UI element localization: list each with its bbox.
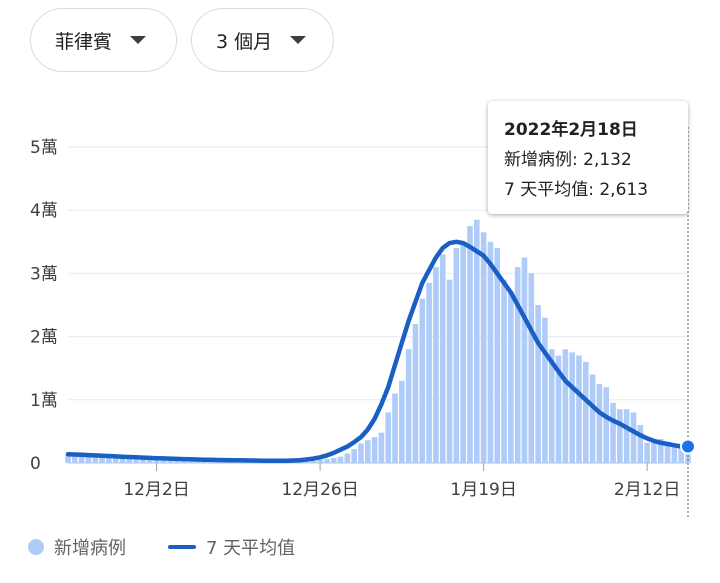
- bar: [119, 456, 126, 463]
- bar: [92, 456, 99, 463]
- bar: [528, 273, 535, 463]
- bar: [548, 349, 555, 463]
- bar: [433, 267, 439, 463]
- bar: [501, 279, 507, 463]
- x-tick-label: 12月26日: [281, 480, 358, 500]
- bar: [487, 241, 494, 463]
- x-tick-label: 2月12日: [614, 480, 680, 500]
- country-filter-label: 菲律賓: [55, 30, 113, 53]
- bar: [453, 248, 460, 463]
- bar: [392, 393, 398, 463]
- bar: [364, 440, 371, 463]
- x-tick-label: 12月2日: [123, 480, 189, 500]
- bar: [637, 425, 644, 463]
- bar: [555, 355, 562, 463]
- legend-average-swatch: [168, 545, 196, 549]
- bar: [583, 361, 589, 463]
- bar: [473, 219, 480, 463]
- bar: [78, 455, 85, 463]
- dropdown-caret-icon: [130, 36, 147, 44]
- bar: [657, 438, 664, 463]
- legend-cases-swatch: [28, 539, 44, 555]
- bar: [521, 257, 528, 463]
- bar: [535, 305, 541, 463]
- y-tick-label: 2萬: [30, 328, 58, 348]
- bar: [644, 442, 650, 463]
- bar: [344, 453, 351, 463]
- bar: [467, 226, 473, 463]
- selected-point: [680, 438, 696, 455]
- cases-chart[interactable]: 0 1萬 2萬 3萬 4萬 5萬 12月2日 12月26日 1月19日 2月12日: [0, 90, 720, 530]
- bar: [542, 317, 548, 463]
- bar: [106, 456, 112, 463]
- x-tick-label: 1月19日: [450, 480, 516, 500]
- average-line: [65, 239, 684, 463]
- bar: [371, 437, 378, 463]
- bar: [460, 241, 466, 463]
- y-tick-label: 4萬: [30, 201, 58, 221]
- dropdown-caret-icon: [290, 36, 307, 44]
- bar: [140, 457, 146, 463]
- bar: [126, 457, 133, 463]
- y-tick-label: 1萬: [30, 391, 58, 411]
- bar: [671, 445, 678, 463]
- bar: [399, 380, 405, 463]
- bar: [610, 402, 616, 463]
- bar: [146, 457, 153, 463]
- y-tick-label: 5萬: [30, 138, 58, 158]
- bar: [324, 459, 330, 463]
- bar: [596, 384, 603, 463]
- bar: [569, 352, 575, 463]
- range-filter-chip[interactable]: 3 個月: [191, 8, 334, 72]
- country-filter-chip[interactable]: 菲律賓: [30, 8, 177, 72]
- bar: [562, 349, 569, 463]
- bar: [678, 447, 684, 463]
- bar: [589, 374, 596, 463]
- bar: [480, 232, 487, 463]
- range-filter-label: 3 個月: [216, 30, 273, 53]
- tooltip-average: 7 天平均值: 2,613: [504, 180, 649, 200]
- bar: [112, 456, 119, 463]
- bar: [617, 409, 623, 463]
- bar: [664, 442, 671, 463]
- bar: [153, 458, 160, 463]
- bar: [494, 248, 501, 463]
- y-tick-label: 3萬: [30, 264, 58, 284]
- bar: [317, 459, 323, 463]
- bar: [508, 292, 514, 463]
- bar: [603, 387, 610, 463]
- chart-legend: 新增病例 7 天平均值: [28, 534, 295, 560]
- chart-tooltip: 2022年2月18日 新增病例: 2,132 7 天平均值: 2,613: [488, 101, 688, 214]
- legend-cases-label: 新增病例: [54, 538, 126, 559]
- bar: [439, 254, 446, 463]
- bar: [133, 457, 139, 463]
- bar: [358, 443, 364, 463]
- bar: [446, 279, 453, 463]
- tooltip-date: 2022年2月18日: [504, 120, 638, 140]
- bar: [160, 458, 167, 463]
- bar: [419, 298, 426, 463]
- bar: [378, 432, 385, 463]
- bar: [412, 323, 419, 463]
- bar: [576, 355, 582, 463]
- legend-average-label: 7 天平均值: [206, 538, 296, 559]
- bar: [72, 455, 78, 463]
- bar: [630, 412, 637, 463]
- bar: [385, 412, 392, 463]
- y-tick-label: 0: [30, 454, 41, 474]
- bar: [330, 457, 337, 463]
- bar: [623, 409, 630, 463]
- bar: [514, 267, 521, 463]
- bar: [426, 282, 432, 463]
- bar: [337, 456, 344, 463]
- bar: [405, 349, 412, 463]
- bar: [651, 440, 657, 463]
- bar: [351, 449, 357, 463]
- tooltip-cases: 新增病例: 2,132: [504, 150, 632, 170]
- bar: [65, 454, 71, 463]
- bar: [85, 455, 92, 463]
- bar: [310, 460, 317, 463]
- bar: [99, 456, 105, 463]
